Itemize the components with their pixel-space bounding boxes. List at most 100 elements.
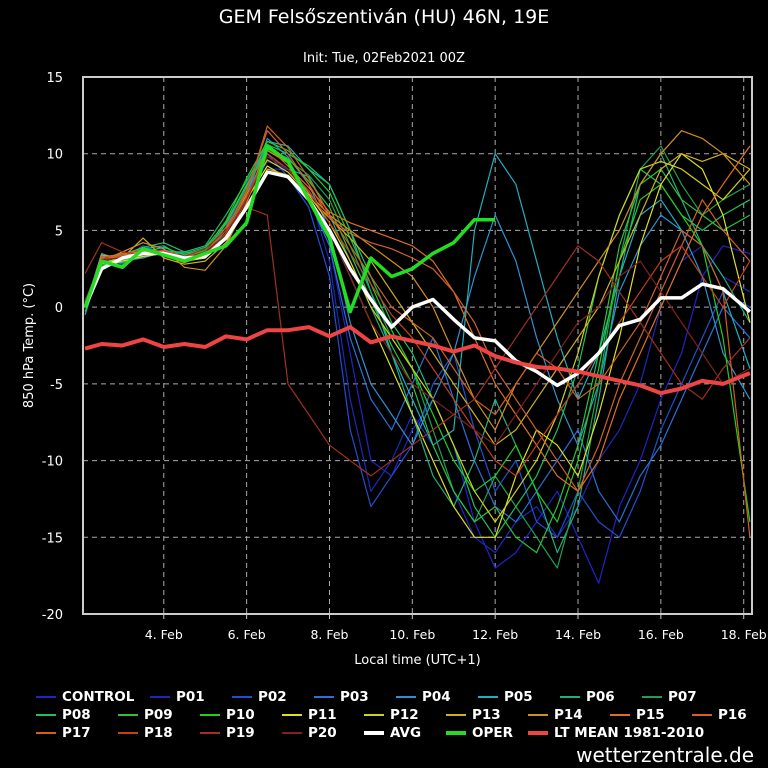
legend-item: LT MEAN 1981-2010 xyxy=(528,724,704,742)
legend-label: P02 xyxy=(258,689,287,705)
legend-row: P08 P09 P10 P11 P12 P13 P14 P15 P16 xyxy=(36,706,766,724)
legend-swatch xyxy=(692,714,712,716)
legend-label: CONTROL xyxy=(62,689,135,705)
legend-item: P19 xyxy=(200,724,282,742)
plot-frame xyxy=(82,76,753,615)
series-line-p06 xyxy=(84,153,751,554)
legend-item: P14 xyxy=(528,706,610,724)
legend-label: P06 xyxy=(586,689,615,705)
legend-item: P09 xyxy=(118,706,200,724)
legend-item: AVG xyxy=(364,724,446,742)
legend-swatch xyxy=(200,714,220,716)
legend-label: P18 xyxy=(144,725,173,741)
legend-swatch xyxy=(528,731,548,735)
legend-swatch xyxy=(396,696,416,698)
legend-swatch xyxy=(560,696,580,698)
legend-item: P12 xyxy=(364,706,446,724)
series-line-avg xyxy=(83,170,752,388)
legend-item: P04 xyxy=(396,688,478,706)
legend-swatch xyxy=(282,732,302,734)
legend-swatch xyxy=(150,696,170,698)
legend-label: OPER xyxy=(472,725,513,741)
chart-title: GEM Felsőszentiván (HU) 46N, 19E xyxy=(218,6,550,28)
legend-label: P01 xyxy=(176,689,205,705)
y-tick-label: 10 xyxy=(46,148,63,163)
legend-item: P07 xyxy=(642,688,724,706)
legend-label: P07 xyxy=(668,689,697,705)
legend-label: P16 xyxy=(718,707,747,723)
y-axis-label: 850 hPa Temp. (°C) xyxy=(22,283,37,408)
series-line-p09 xyxy=(84,148,751,554)
y-tick-label: -20 xyxy=(42,608,63,623)
legend-swatch xyxy=(200,732,220,734)
legend-item: P11 xyxy=(282,706,364,724)
legend-label: P15 xyxy=(636,707,665,723)
legend-row: CONTROL P01 P02 P03 P04 P05 P06 P07 xyxy=(36,688,766,706)
legend-swatch xyxy=(364,714,384,716)
x-tick-label: 6. Feb xyxy=(228,627,266,642)
legend-swatch xyxy=(118,714,138,716)
legend-label: AVG xyxy=(390,725,422,741)
x-tick-label: 8. Feb xyxy=(310,627,348,642)
legend-label: P17 xyxy=(62,725,91,741)
legend-item: P02 xyxy=(232,688,314,706)
legend-swatch xyxy=(478,696,498,698)
legend-item: P15 xyxy=(610,706,692,724)
legend-label: P10 xyxy=(226,707,255,723)
legend-swatch xyxy=(364,731,384,735)
legend-swatch xyxy=(232,696,252,698)
y-tick-label: 0 xyxy=(55,301,63,316)
y-tick-label: -10 xyxy=(42,455,63,470)
legend-label: P11 xyxy=(308,707,337,723)
legend-label: P08 xyxy=(62,707,91,723)
legend-label: P05 xyxy=(504,689,533,705)
x-tick-label: 10. Feb xyxy=(389,627,435,642)
series-line-p19 xyxy=(84,206,751,477)
legend-item: P20 xyxy=(282,724,364,742)
x-axis-label: Local time (UTC+1) xyxy=(354,653,480,668)
legend-item: P18 xyxy=(118,724,200,742)
chart-subtitle: Init: Tue, 02Feb2021 00Z xyxy=(303,51,465,66)
legend-item: P01 xyxy=(150,688,232,706)
legend-swatch xyxy=(610,714,630,716)
brand-watermark: wetterzentrale.de xyxy=(576,743,754,767)
series-line-p07 xyxy=(84,145,751,569)
series-line-p15 xyxy=(84,145,751,492)
legend-swatch xyxy=(36,732,56,734)
legend: CONTROL P01 P02 P03 P04 P05 P06 P07 P08 P09 P10 P11… xyxy=(36,688,766,742)
legend-label: P14 xyxy=(554,707,583,723)
legend-label: P19 xyxy=(226,725,255,741)
y-tick-label: -5 xyxy=(50,378,63,393)
legend-label: P20 xyxy=(308,725,337,741)
legend-label: P09 xyxy=(144,707,173,723)
series-line-p14 xyxy=(84,130,751,431)
series-line-p03 xyxy=(84,145,751,523)
x-tick-label: 12. Feb xyxy=(472,627,518,642)
legend-item: OPER xyxy=(446,724,528,742)
legend-swatch xyxy=(642,696,662,698)
legend-swatch xyxy=(446,714,466,716)
series-line-oper xyxy=(83,144,496,314)
legend-item: P10 xyxy=(200,706,282,724)
legend-swatch xyxy=(36,714,56,716)
legend-item: P03 xyxy=(314,688,396,706)
legend-item: P08 xyxy=(36,706,118,724)
legend-swatch xyxy=(118,732,138,734)
legend-swatch xyxy=(528,714,548,716)
x-tick-label: 18. Feb xyxy=(721,627,767,642)
legend-item: P17 xyxy=(36,724,118,742)
legend-row: P17 P18 P19 P20 AVG OPER LT MEAN 1981-2010 xyxy=(36,724,766,742)
legend-swatch xyxy=(36,696,56,698)
legend-item: P06 xyxy=(560,688,642,706)
legend-label: P13 xyxy=(472,707,501,723)
series-line-lt-mean-1981-2010 xyxy=(84,325,751,396)
legend-item: P16 xyxy=(692,706,768,724)
legend-label: LT MEAN 1981-2010 xyxy=(554,725,705,741)
legend-item: CONTROL xyxy=(36,688,150,706)
legend-item: P05 xyxy=(478,688,560,706)
y-tick-label: -15 xyxy=(42,531,63,546)
legend-label: P04 xyxy=(422,689,451,705)
y-tick-label: 15 xyxy=(46,71,63,86)
legend-swatch xyxy=(282,714,302,716)
